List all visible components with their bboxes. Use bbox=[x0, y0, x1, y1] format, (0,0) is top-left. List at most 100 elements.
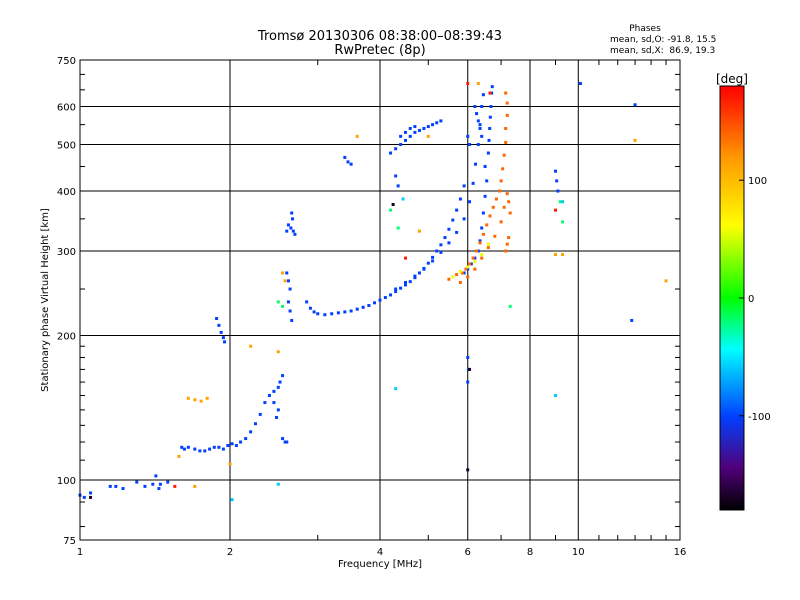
data-point bbox=[493, 234, 497, 238]
data-point bbox=[151, 482, 155, 486]
data-point bbox=[417, 128, 421, 132]
data-point bbox=[476, 119, 480, 123]
data-point bbox=[502, 153, 506, 157]
data-point bbox=[253, 422, 257, 426]
data-point bbox=[186, 396, 190, 400]
data-point bbox=[403, 130, 407, 134]
data-point bbox=[553, 169, 557, 173]
data-point bbox=[553, 253, 557, 257]
data-point bbox=[290, 318, 294, 322]
data-point bbox=[556, 189, 560, 193]
data-point bbox=[208, 447, 212, 451]
data-point bbox=[249, 344, 253, 348]
data-point bbox=[555, 179, 559, 183]
data-point bbox=[455, 230, 459, 234]
data-point bbox=[135, 480, 139, 484]
data-point bbox=[355, 307, 359, 311]
data-point bbox=[466, 468, 470, 472]
data-point bbox=[480, 105, 484, 109]
data-point bbox=[435, 121, 439, 125]
data-point bbox=[226, 444, 230, 448]
data-point bbox=[451, 218, 455, 222]
data-point bbox=[508, 211, 512, 215]
x-tick-label: 1 bbox=[77, 547, 83, 558]
colorbar-tick-label: -100 bbox=[748, 412, 771, 423]
data-point bbox=[431, 123, 435, 127]
data-point bbox=[468, 200, 472, 204]
data-point bbox=[114, 484, 118, 488]
data-point bbox=[439, 119, 443, 123]
data-point bbox=[476, 82, 480, 86]
data-point bbox=[258, 412, 262, 416]
data-point bbox=[230, 442, 234, 446]
data-point bbox=[389, 293, 393, 297]
data-point bbox=[205, 396, 209, 400]
data-point bbox=[182, 447, 186, 451]
data-point bbox=[403, 283, 407, 287]
data-point bbox=[422, 267, 426, 271]
data-point bbox=[422, 126, 426, 130]
data-point bbox=[488, 126, 492, 130]
data-point bbox=[466, 275, 470, 279]
x-tick-label: 6 bbox=[465, 547, 471, 558]
data-point bbox=[460, 271, 464, 275]
y-tick-label: 200 bbox=[57, 332, 76, 343]
data-point bbox=[203, 449, 207, 453]
data-point bbox=[466, 355, 470, 359]
data-point bbox=[466, 82, 470, 86]
data-point bbox=[82, 495, 86, 499]
grid-lines bbox=[80, 60, 680, 540]
data-point bbox=[494, 197, 498, 201]
data-point bbox=[249, 430, 253, 434]
data-point bbox=[394, 147, 398, 151]
data-point bbox=[468, 262, 472, 266]
data-point bbox=[283, 440, 287, 444]
data-point bbox=[481, 93, 485, 97]
data-point bbox=[408, 134, 412, 138]
data-point bbox=[426, 261, 430, 265]
data-point bbox=[486, 151, 490, 155]
data-point bbox=[426, 125, 430, 129]
phases-line-o: mean, sd,O: -91.8, 15.5 bbox=[610, 35, 716, 45]
y-tick-label: 400 bbox=[57, 187, 76, 198]
data-point bbox=[291, 229, 295, 233]
data-point bbox=[485, 223, 489, 227]
data-point bbox=[89, 491, 93, 495]
data-point bbox=[278, 380, 282, 384]
data-point bbox=[466, 265, 470, 269]
data-point bbox=[336, 311, 340, 315]
data-point bbox=[473, 256, 477, 260]
data-point bbox=[431, 255, 435, 259]
data-point bbox=[473, 267, 477, 271]
data-point bbox=[389, 151, 393, 155]
data-point bbox=[501, 167, 505, 171]
data-point bbox=[173, 484, 177, 488]
data-point bbox=[305, 300, 309, 304]
chart-subtitle: RwPretec (8p) bbox=[334, 43, 425, 58]
data-point bbox=[286, 300, 290, 304]
data-point bbox=[399, 286, 403, 290]
phases-line-x: mean, sd,X: 86.9, 19.3 bbox=[610, 46, 715, 56]
data-point bbox=[464, 267, 468, 271]
data-point bbox=[439, 243, 443, 247]
data-point bbox=[504, 91, 508, 95]
data-point bbox=[198, 449, 202, 453]
data-point bbox=[455, 273, 459, 277]
x-tick-label: 8 bbox=[527, 547, 533, 558]
data-point bbox=[488, 91, 492, 95]
data-point bbox=[505, 192, 509, 196]
data-point bbox=[234, 444, 238, 448]
data-point bbox=[276, 482, 280, 486]
data-point bbox=[408, 280, 412, 284]
data-point bbox=[367, 303, 371, 307]
colorbar-ticks: 100 0 -100 bbox=[739, 176, 771, 423]
data-point bbox=[561, 253, 565, 257]
data-point bbox=[401, 197, 405, 201]
x-axis-label: Frequency [MHz] bbox=[338, 559, 422, 570]
data-point bbox=[408, 126, 412, 130]
data-point bbox=[490, 85, 494, 89]
data-point bbox=[561, 200, 565, 204]
data-point bbox=[431, 259, 435, 263]
data-point bbox=[186, 445, 190, 449]
data-point bbox=[330, 312, 334, 316]
